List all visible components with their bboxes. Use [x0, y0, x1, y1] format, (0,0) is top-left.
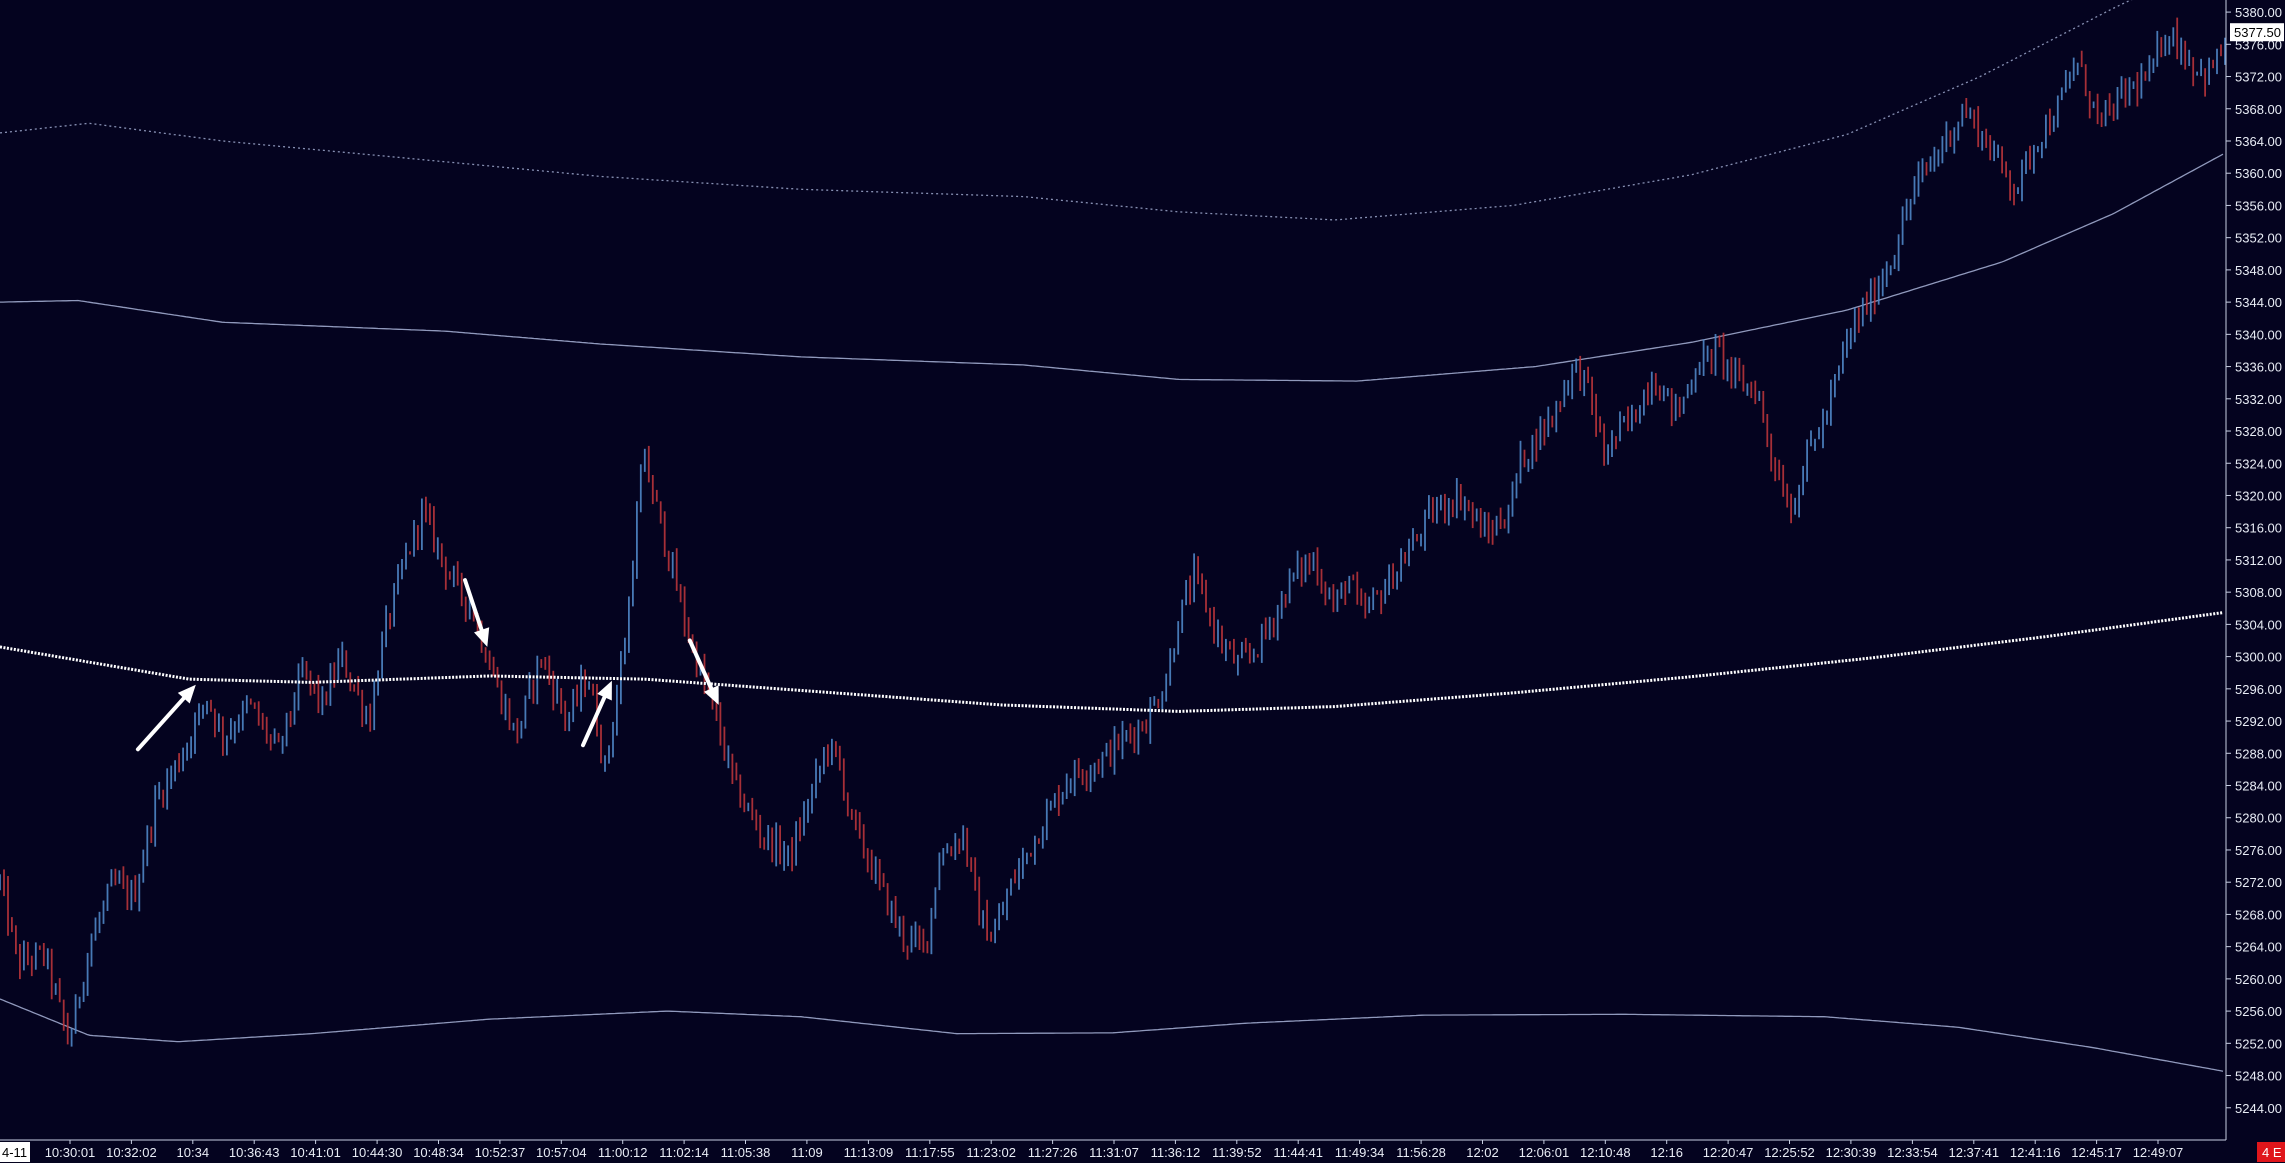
y-tick-label: 5268.00: [2235, 907, 2282, 922]
date-badge: [0, 1142, 30, 1162]
x-tick-label: 10:57:04: [536, 1145, 587, 1160]
bands-layer: [0, 0, 2224, 1072]
x-tick-label: 11:39:52: [1212, 1145, 1262, 1160]
y-tick-label: 5288.00: [2235, 746, 2282, 761]
y-tick-label: 5340.00: [2235, 327, 2282, 342]
y-tick-label: 5280.00: [2235, 811, 2282, 826]
x-tick-label: 11:27:26: [1028, 1145, 1078, 1160]
x-tick-label: 10:36:43: [229, 1145, 280, 1160]
x-tick-label: 12:30:39: [1826, 1145, 1877, 1160]
y-tick-label: 5308.00: [2235, 585, 2282, 600]
annotation-arrow: [463, 578, 484, 632]
x-tick-label: 10:41:01: [290, 1145, 341, 1160]
annotation-arrowhead: [177, 684, 196, 704]
x-tick-label: 12:16: [1650, 1145, 1683, 1160]
y-tick-label: 5292.00: [2235, 714, 2282, 729]
x-tick-label: 11:23:02: [966, 1145, 1016, 1160]
annotation-arrow: [687, 638, 714, 691]
x-tick-label: 10:52:37: [475, 1145, 526, 1160]
x-tick-label: 11:00:12: [598, 1145, 648, 1160]
last-price-label: 5377.50: [2234, 25, 2281, 40]
y-tick-label: 5260.00: [2235, 972, 2282, 987]
x-tick-label: 11:49:34: [1335, 1145, 1385, 1160]
x-tick-label: 12:45:17: [2071, 1145, 2122, 1160]
vwap-layer: [0, 611, 2224, 713]
y-tick-label: 5244.00: [2235, 1101, 2282, 1116]
corner-badge-label: 4 E: [2262, 1145, 2282, 1160]
y-tick-label: 5252.00: [2235, 1036, 2282, 1051]
y-tick-label: 5312.00: [2235, 553, 2282, 568]
y-tick-label: 5320.00: [2235, 489, 2282, 504]
x-tick-label: 11:02:14: [659, 1145, 709, 1160]
y-tick-label: 5364.00: [2235, 134, 2282, 149]
y-tick-label: 5380.00: [2235, 5, 2282, 20]
x-tick-label: 10:44:30: [352, 1145, 403, 1160]
x-tick-label: 12:06:01: [1519, 1145, 1570, 1160]
y-tick-label: 5344.00: [2235, 295, 2282, 310]
y-tick-label: 5248.00: [2235, 1069, 2282, 1084]
x-tick-label: 12:37:41: [1948, 1145, 1999, 1160]
y-tick-label: 5296.00: [2235, 682, 2282, 697]
x-axis: 4-11 10:30:01 10:32:02 10:34 10:36:43 10:41:0…: [0, 1139, 2285, 1162]
y-tick-label: 5352.00: [2235, 231, 2282, 246]
y-tick-label: 5304.00: [2235, 617, 2282, 632]
y-tick-label: 5360.00: [2235, 166, 2282, 181]
y-tick-label: 5328.00: [2235, 424, 2282, 439]
x-tick-label: 12:10:48: [1580, 1145, 1631, 1160]
y-tick-label: 5356.00: [2235, 198, 2282, 213]
lower-band-line: [0, 998, 2224, 1072]
y-tick-label: 5264.00: [2235, 940, 2282, 955]
x-tick-label: 12:49:07: [2133, 1145, 2184, 1160]
x-tick-label: 12:02: [1466, 1145, 1499, 1160]
y-axis: 5244.00 5248.00 5252.00 5256.00 5260.00 5264.…: [2225, 0, 2284, 1140]
x-tick-label: 11:44:41: [1273, 1145, 1323, 1160]
x-tick-label: 11:56:28: [1396, 1145, 1446, 1160]
y-tick-label: 5276.00: [2235, 843, 2282, 858]
y-tick-label: 5300.00: [2235, 650, 2282, 665]
annotation-arrow: [135, 696, 186, 752]
annotation-arrowhead: [704, 685, 719, 705]
y-tick-label: 5372.00: [2235, 70, 2282, 85]
y-tick-label: 5316.00: [2235, 521, 2282, 536]
x-tick-label: 11:31:07: [1089, 1145, 1139, 1160]
arrows-layer: [135, 578, 719, 752]
annotation-arrow: [581, 695, 607, 748]
corner-badge: [2257, 1142, 2285, 1162]
x-tick-label: 10:30:01: [45, 1145, 96, 1160]
x-tick-label: 12:20:47: [1703, 1145, 1754, 1160]
x-tick-label: 11:17:55: [905, 1145, 955, 1160]
x-tick-label: 12:33:54: [1887, 1145, 1938, 1160]
y-tick-label: 5332.00: [2235, 392, 2282, 407]
x-tick-label: 12:25:52: [1764, 1145, 1815, 1160]
y-tick-label: 5256.00: [2235, 1004, 2282, 1019]
annotation-arrowhead: [474, 627, 490, 647]
y-tick-label: 5368.00: [2235, 102, 2282, 117]
x-tick-label: 12:41:16: [2010, 1145, 2061, 1160]
annotation-arrowhead: [597, 680, 612, 701]
upper-band-line: [0, 153, 2224, 382]
y-tick-label: 5336.00: [2235, 360, 2282, 375]
x-tick-label: 11:09: [791, 1145, 823, 1160]
x-tick-label: 11:05:38: [721, 1145, 771, 1160]
outer-upper-band-line: [0, 0, 2133, 221]
date-badge-label: 4-11: [2, 1145, 27, 1160]
x-tick-label: 11:36:12: [1151, 1145, 1201, 1160]
y-tick-label: 5348.00: [2235, 263, 2282, 278]
x-tick-label: 11:13:09: [844, 1145, 894, 1160]
x-tick-label: 10:32:02: [106, 1145, 157, 1160]
y-tick-label: 5284.00: [2235, 779, 2282, 794]
y-tick-label: 5324.00: [2235, 456, 2282, 471]
x-tick-label: 10:34: [177, 1145, 210, 1160]
x-tick-label: 10:48:34: [413, 1145, 464, 1160]
y-tick-label: 5272.00: [2235, 875, 2282, 890]
last-price-box: [2230, 23, 2284, 42]
vwap-line: [0, 611, 2224, 713]
